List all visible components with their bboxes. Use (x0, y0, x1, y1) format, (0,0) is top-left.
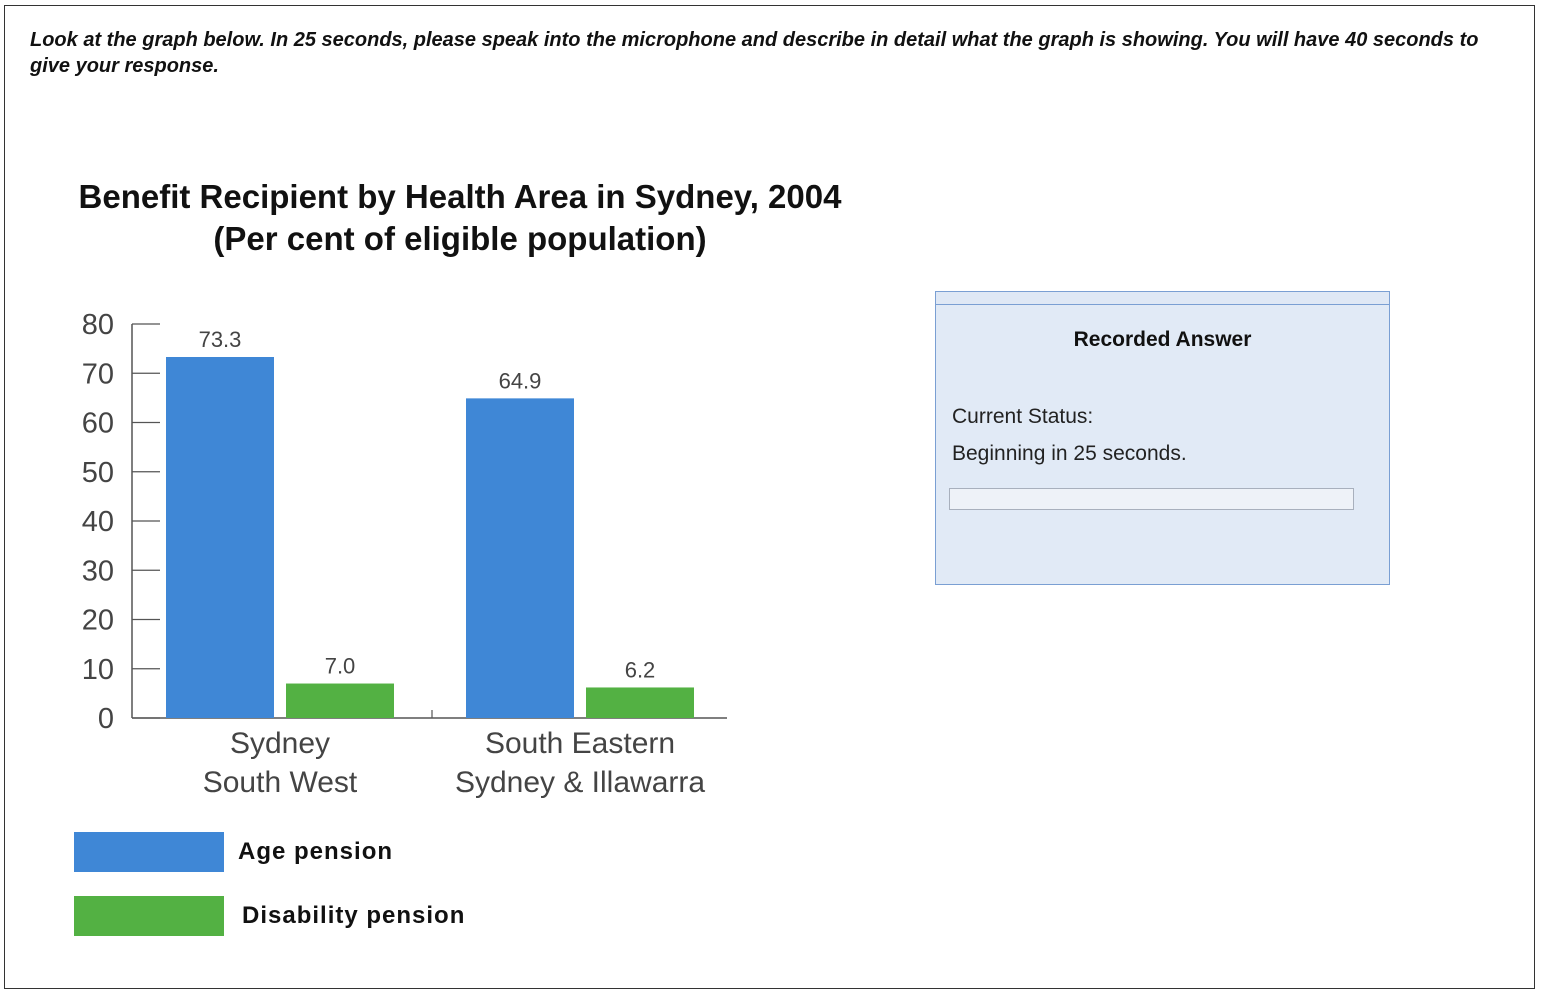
legend-label-age-pension: Age pension (238, 838, 394, 865)
legend-swatch-age-pension (74, 832, 224, 872)
bar-age-pension (466, 398, 574, 718)
x-category-label: South Eastern (485, 727, 675, 760)
x-category-label: Sydney (230, 727, 330, 760)
chart-subtitle: (Per cent of eligible population) (213, 220, 707, 257)
y-tick-label: 70 (82, 358, 114, 390)
y-tick-label: 80 (82, 309, 114, 341)
bar-chart: 0 10 20 30 40 50 60 70 80 73.3 7.0 Sydney South West… (82, 309, 727, 799)
data-label: 64.9 (499, 368, 542, 393)
y-tick-label: 40 (82, 506, 114, 538)
data-label: 7.0 (325, 654, 356, 679)
y-tick-label: 30 (82, 555, 114, 587)
legend-label-disability-pension: Disability pension (242, 902, 466, 929)
instructions-text: Look at the graph below. In 25 seconds, … (30, 29, 1479, 77)
x-category-label: South West (203, 766, 358, 799)
data-label: 73.3 (199, 327, 242, 352)
legend-swatch-disability-pension (74, 896, 224, 936)
y-tick-label: 50 (82, 457, 114, 489)
status-text: Beginning in 25 seconds. (952, 442, 1187, 465)
y-tick-label: 20 (82, 605, 114, 637)
bar-disability-pension (286, 683, 394, 718)
data-label: 6.2 (625, 657, 656, 682)
bar-disability-pension (586, 687, 694, 718)
legend-item-age-pension: Age pension (74, 832, 393, 872)
bar-age-pension (166, 356, 274, 718)
y-tick-label: 0 (98, 703, 114, 735)
recorded-answer-panel: Recorded Answer Current Status: Beginnin… (935, 291, 1390, 585)
y-tick-label: 10 (82, 654, 114, 686)
legend-item-disability-pension: Disability pension (74, 896, 465, 936)
recording-progress-bar (949, 488, 1354, 510)
x-category-label: Sydney & Illawarra (455, 766, 705, 799)
panel-header-strip (936, 292, 1389, 305)
chart-title: Benefit Recipient by Health Area in Sydn… (78, 178, 842, 215)
page-frame (4, 5, 1535, 989)
status-label: Current Status: (952, 405, 1094, 428)
panel-title: Recorded Answer (1073, 328, 1252, 351)
y-tick-label: 60 (82, 408, 114, 440)
chart-title-block: Benefit Recipient by Health Area in Sydn… (20, 176, 900, 260)
